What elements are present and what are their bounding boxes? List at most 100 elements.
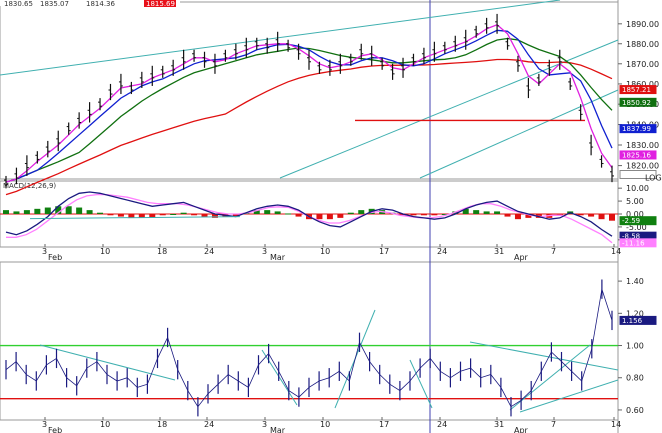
- value-tag-label: -2.59: [622, 217, 640, 225]
- x-day-label: 3: [42, 247, 47, 256]
- value-tag-label: 1857.21: [622, 86, 651, 94]
- ohlc-open: 1830.65: [4, 0, 33, 8]
- price-bar: [275, 31, 280, 52]
- price-bar: [24, 155, 29, 176]
- price-bar: [233, 43, 238, 60]
- macd-histogram-bar: [211, 214, 218, 218]
- x-month-label: Mar: [270, 426, 286, 433]
- macd-histogram-bar: [285, 213, 292, 215]
- value-tag: [619, 85, 657, 95]
- price-bar: [98, 98, 103, 111]
- macd-histogram-bar: [609, 214, 615, 221]
- x-day-label: 3: [262, 247, 267, 256]
- price-bar: [171, 59, 176, 76]
- macd-line: [5, 191, 613, 237]
- macd-histogram-bar: [494, 211, 501, 214]
- y-tick-label: 1830.00: [626, 141, 659, 150]
- macd-histogram-bar: [358, 210, 365, 214]
- macd-histogram-bar: [598, 214, 605, 220]
- ohlc-high: 1835.07: [40, 0, 69, 8]
- price-bar: [212, 53, 217, 74]
- x-day-label: 18: [157, 420, 167, 429]
- price-bar: [181, 49, 186, 70]
- axes: 3 10 18 24 3 10 17 24 31 7 14 Feb Mar Apr 3 10 18 24 3 10 17…: [42, 20, 662, 433]
- y-tick-label: 1.00: [626, 342, 644, 351]
- x-day-label: 14: [611, 420, 621, 429]
- price-bar: [369, 45, 374, 66]
- macd-histogram-bar: [191, 214, 198, 216]
- price-bar: [286, 39, 291, 52]
- macd-histogram-bar: [420, 214, 427, 216]
- value-tag: [619, 238, 657, 248]
- x-day-label: 3: [262, 420, 267, 429]
- price-bar: [139, 71, 144, 88]
- macd-histogram-bar: [117, 214, 124, 217]
- x-day-label: 3: [42, 420, 47, 429]
- price-bar: [87, 102, 92, 123]
- value-tag: [619, 315, 657, 325]
- x-month-label: Feb: [48, 426, 62, 433]
- macd-histogram-bar: [97, 212, 104, 214]
- y-tick-label: 1.40: [626, 277, 644, 286]
- macd-histogram-bar: [295, 214, 302, 217]
- y-tick-label: 1.20: [626, 309, 644, 318]
- macd-histogram-bar: [65, 206, 72, 214]
- price-bar: [56, 130, 61, 152]
- indicator-trend-line: [261, 349, 298, 406]
- macd-histogram-bar: [232, 214, 239, 217]
- x-day-label: 24: [437, 247, 447, 256]
- price-panel: [0, 0, 619, 196]
- price-bar: [66, 122, 71, 135]
- y-tick-label: 0.80: [626, 374, 644, 383]
- macd-histogram-bar: [55, 206, 62, 214]
- x-day-label: 31: [494, 247, 504, 256]
- price-bar: [453, 35, 458, 52]
- price-bar: [327, 59, 332, 76]
- macd-histogram-bar: [180, 212, 187, 214]
- macd-histogram-bar: [3, 210, 9, 214]
- price-bar: [160, 65, 165, 78]
- macd-histogram-bar: [86, 210, 93, 214]
- value-tag-label: 1815.69: [622, 171, 651, 179]
- price-bar: [118, 73, 123, 95]
- x-day-label: 10: [100, 247, 110, 256]
- ma-red-line: [5, 58, 613, 196]
- macd-histogram-bar: [149, 214, 156, 218]
- x-day-label: 24: [204, 420, 214, 429]
- macd-histogram-bar: [556, 214, 563, 216]
- price-bar: [578, 104, 583, 121]
- indicator-trend-line: [39, 344, 176, 381]
- x-month-label: Feb: [48, 253, 62, 262]
- price-bar: [421, 47, 426, 64]
- price-bar: [35, 151, 40, 164]
- y-tick-label: 5.00: [626, 197, 644, 206]
- x-day-label: 17: [379, 420, 389, 429]
- y-tick-label: 1890.00: [626, 20, 659, 29]
- price-bar: [610, 165, 614, 183]
- value-tag-label: 1825.16: [622, 151, 651, 159]
- price-bar: [265, 37, 270, 54]
- price-bar: [359, 43, 364, 60]
- macd-panel: [0, 191, 618, 244]
- y-tick-label: 10.00: [626, 184, 649, 193]
- ma-green-line: [5, 37, 613, 183]
- macd-histogram-bar: [76, 207, 83, 214]
- price-bar: [589, 134, 594, 156]
- macd-histogram-bar: [107, 214, 114, 216]
- x-day-label: 7: [551, 420, 556, 429]
- price-bar: [150, 65, 155, 86]
- macd-histogram-bar: [201, 214, 208, 217]
- price-bar: [401, 57, 406, 78]
- price-bar: [129, 81, 134, 95]
- macd-histogram-bar: [347, 212, 354, 214]
- trend-line: [279, 39, 619, 179]
- macd-histogram-bar: [44, 207, 51, 214]
- price-bar: [547, 59, 552, 76]
- y-tick-label: 0.60: [626, 406, 644, 415]
- macd-histogram-bar: [34, 208, 41, 214]
- ohlc-low: 1814.36: [86, 0, 115, 8]
- ohlc-header: 1830.65 1835.07 1814.36 1815.69: [0, 0, 180, 8]
- value-tag: [619, 170, 657, 180]
- value-tag: [619, 124, 657, 134]
- macd-histogram-bar: [431, 214, 438, 216]
